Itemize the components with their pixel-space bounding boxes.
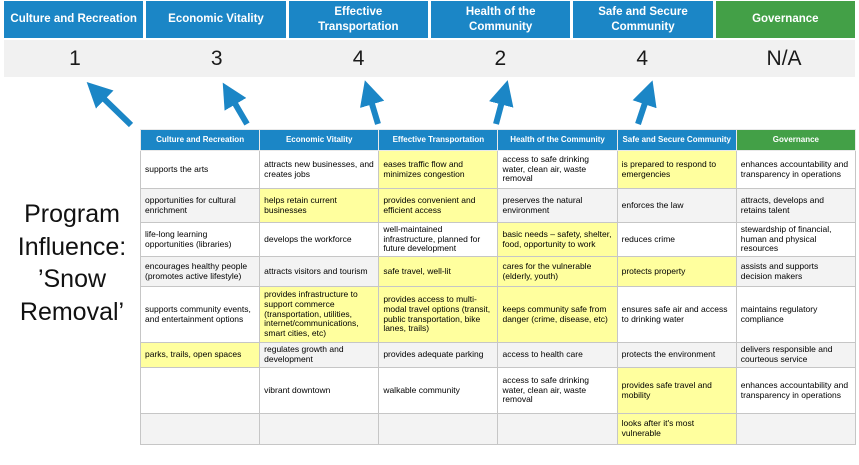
column-header: Economic Vitality — [259, 129, 380, 151]
table-row: parks, trails, open spaces regulates grow… — [139, 342, 857, 369]
arrow-icon — [489, 80, 514, 125]
arrow-icon — [222, 82, 250, 126]
matrix-cell — [378, 413, 499, 446]
summary-column-header: Culture and Recreation — [4, 1, 144, 38]
score-row: 1 3 4 2 4 N/A — [4, 40, 855, 77]
matrix-cell: safe travel, well-lit — [378, 256, 499, 288]
table-row: vibrant downtown walkable community access… — [139, 367, 857, 415]
matrix-cell: provides access to multi-modal travel op… — [378, 286, 499, 344]
influence-score: 3 — [210, 46, 223, 70]
matrix-cell: opportunities for cultural enrichment — [139, 188, 261, 223]
table-row: encourages healthy people (promotes acti… — [139, 256, 857, 288]
matrix-cell: provides convenient and efficient access — [378, 188, 499, 223]
matrix-cell: eases traffic flow and minimizes congest… — [378, 150, 499, 189]
table-row: looks after it's most vulnerable — [139, 413, 857, 446]
matrix-cell: well-maintained infrastructure, planned … — [378, 221, 499, 258]
matrix-cell: provides infrastructure to support comme… — [259, 286, 380, 344]
influence-score: 1 — [69, 46, 81, 70]
matrix-cell: attracts, develops and retains talent — [735, 188, 857, 223]
matrix-cell: preserves the natural environment — [497, 188, 618, 223]
matrix-cell — [735, 413, 857, 446]
matrix-cell: regulates growth and development — [259, 342, 380, 369]
arrow-icon — [360, 80, 385, 125]
summary-header-row: Culture and Recreation Economic Vitality E… — [4, 1, 855, 38]
matrix-cell: supports the arts — [139, 150, 261, 189]
matrix-cell: assists and supports decision makers — [735, 256, 857, 288]
matrix-cell: supports community events, and entertain… — [139, 286, 261, 344]
influence-table-body: supports the arts attracts new businesses… — [139, 150, 857, 446]
matrix-cell: enforces the law — [616, 188, 737, 223]
matrix-cell: attracts visitors and tourism — [259, 256, 380, 288]
summary-column-header: Effective Transportation — [288, 1, 428, 38]
matrix-cell: attracts new businesses, and creates job… — [259, 150, 380, 189]
matrix-cell: protects the environment — [616, 342, 737, 369]
summary-column-header: Economic Vitality — [146, 1, 286, 38]
column-header: Safe and Secure Community — [616, 129, 737, 151]
summary-column-header: Safe and Secure Community — [573, 1, 713, 38]
matrix-cell: access to safe drinking water, clean air… — [497, 367, 618, 415]
matrix-cell: delivers responsible and courteous servi… — [735, 342, 857, 369]
influence-score: 2 — [494, 46, 507, 70]
matrix-cell: provides safe travel and mobility — [616, 367, 737, 415]
table-row: supports community events, and entertain… — [139, 286, 857, 344]
table-row: life-long learning opportunities (librar… — [139, 221, 857, 258]
matrix-cell — [139, 413, 261, 446]
matrix-cell: access to safe drinking water, clean air… — [497, 150, 618, 189]
matrix-cell: enhances accountability and transparency… — [735, 367, 857, 415]
column-header: Culture and Recreation — [139, 129, 261, 151]
matrix-cell: vibrant downtown — [259, 367, 380, 415]
influence-arrows — [86, 80, 657, 128]
matrix-cell: walkable community — [378, 367, 499, 415]
matrix-cell: reduces crime — [616, 221, 737, 258]
matrix-cell: keeps community safe from danger (crime,… — [497, 286, 618, 344]
arrow-icon — [632, 80, 657, 125]
column-header: Governance — [735, 129, 857, 151]
influence-score: N/A — [766, 46, 802, 70]
matrix-cell: maintains regulatory compliance — [735, 286, 857, 344]
matrix-cell: provides adequate parking — [378, 342, 499, 369]
matrix-cell: develops the workforce — [259, 221, 380, 258]
matrix-cell: cares for the vulnerable (elderly, youth… — [497, 256, 618, 288]
summary-column-header: Governance — [715, 1, 855, 38]
header-row: Culture and Recreation Economic Vitality E… — [139, 129, 857, 151]
matrix-cell: looks after it's most vulnerable — [616, 413, 737, 446]
matrix-cell: stewardship of financial, human and phys… — [735, 221, 857, 258]
page-title: Program Influence: ’Snow Removal’ — [17, 200, 127, 326]
table-row: supports the arts attracts new businesses… — [139, 150, 857, 189]
matrix-cell: is prepared to respond to emergencies — [616, 150, 737, 189]
matrix-cell: access to health care — [497, 342, 618, 369]
summary-column-header: Health of the Community — [430, 1, 571, 38]
matrix-cell — [497, 413, 618, 446]
matrix-cell — [139, 367, 261, 415]
matrix-cell: helps retain current businesses — [259, 188, 380, 223]
matrix-cell: protects property — [616, 256, 737, 288]
matrix-cell: encourages healthy people (promotes acti… — [139, 256, 261, 288]
matrix-cell: basic needs – safety, shelter, food, opp… — [497, 221, 618, 258]
matrix-cell: parks, trails, open spaces — [139, 342, 261, 369]
influence-table-head: Culture and Recreation Economic Vitality E… — [139, 129, 857, 151]
matrix-cell: life-long learning opportunities (librar… — [139, 221, 261, 258]
matrix-cell — [259, 413, 380, 446]
arrow-icon — [86, 81, 134, 128]
influence-table: Culture and Recreation Economic Vitality E… — [139, 129, 857, 446]
column-header: Health of the Community — [497, 129, 618, 151]
matrix-cell: enhances accountability and transparency… — [735, 150, 857, 189]
table-row: opportunities for cultural enrichment hel… — [139, 188, 857, 223]
matrix-cell: ensures safe air and access to drinking … — [616, 286, 737, 344]
influence-score: 4 — [352, 46, 365, 70]
column-header: Effective Transportation — [378, 129, 499, 151]
influence-score: 4 — [636, 46, 649, 70]
